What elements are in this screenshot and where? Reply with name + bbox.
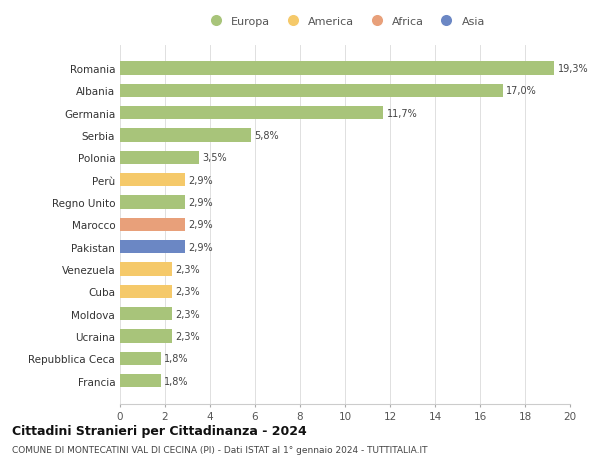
Text: COMUNE DI MONTECATINI VAL DI CECINA (PI) - Dati ISTAT al 1° gennaio 2024 - TUTTI: COMUNE DI MONTECATINI VAL DI CECINA (PI)…	[12, 445, 427, 454]
Legend: Europa, America, Africa, Asia: Europa, America, Africa, Asia	[200, 12, 490, 31]
Bar	[120, 174, 185, 187]
Text: 5,8%: 5,8%	[254, 131, 278, 141]
Text: 17,0%: 17,0%	[506, 86, 536, 96]
Text: 2,3%: 2,3%	[175, 331, 200, 341]
Text: 2,9%: 2,9%	[188, 220, 213, 230]
Bar	[120, 241, 185, 254]
Bar	[120, 263, 172, 276]
Text: 2,9%: 2,9%	[188, 242, 213, 252]
Text: 2,9%: 2,9%	[188, 175, 213, 185]
Bar	[120, 308, 172, 321]
Bar	[120, 352, 161, 365]
Bar	[120, 84, 503, 98]
Text: Cittadini Stranieri per Cittadinanza - 2024: Cittadini Stranieri per Cittadinanza - 2…	[12, 424, 307, 437]
Text: 2,3%: 2,3%	[175, 264, 200, 274]
Text: 3,5%: 3,5%	[202, 153, 227, 163]
Bar	[120, 196, 185, 209]
Bar	[120, 218, 185, 232]
Text: 1,8%: 1,8%	[164, 376, 188, 386]
Bar	[120, 129, 251, 142]
Bar	[120, 330, 172, 343]
Bar	[120, 107, 383, 120]
Bar	[120, 285, 172, 298]
Bar	[120, 62, 554, 76]
Bar	[120, 151, 199, 165]
Text: 2,3%: 2,3%	[175, 287, 200, 297]
Text: 2,3%: 2,3%	[175, 309, 200, 319]
Bar	[120, 374, 161, 388]
Text: 2,9%: 2,9%	[188, 198, 213, 207]
Text: 19,3%: 19,3%	[557, 64, 588, 74]
Text: 1,8%: 1,8%	[164, 354, 188, 364]
Text: 11,7%: 11,7%	[386, 108, 418, 118]
